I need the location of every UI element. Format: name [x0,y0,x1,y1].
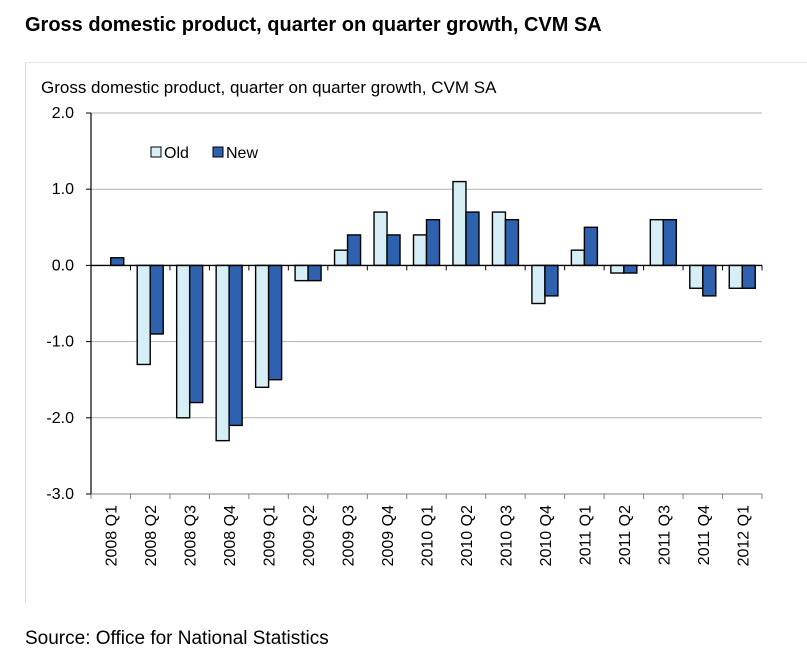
bar-old [333,249,349,267]
bar-new [425,218,441,267]
bar-old [610,264,625,274]
y-tick-label: 2.0 [52,105,74,122]
legend-label-old: Old [164,145,189,162]
bar-old [452,180,467,267]
bar-new [307,264,322,282]
x-tick-label: 2010 Q2 [459,505,476,566]
bar-new [228,264,243,427]
bar-new [662,218,678,267]
x-tick-label: 2008 Q4 [222,505,239,566]
bar-old [175,264,191,419]
bars [110,180,756,442]
x-tick-label: 2009 Q4 [380,505,397,566]
x-tick-label: 2010 Q4 [538,505,555,566]
bar-new [702,264,717,297]
chart-frame [25,62,807,603]
x-tick-label: 2010 Q1 [420,505,437,566]
legend-label-new: New [226,145,258,162]
bar-new [110,257,125,267]
bar-new [504,218,520,267]
legend-swatch-old [150,146,162,158]
bar-old [254,264,270,389]
x-tick-label: 2009 Q2 [301,505,318,566]
x-tick-label: 2008 Q3 [183,505,200,566]
x-tick-label: 2012 Q1 [735,505,752,566]
bar-new [465,211,480,267]
y-tick-label: -3.0 [46,486,74,503]
source-note: Source: Office for National Statistics [25,628,329,649]
bar-new [741,264,756,289]
bar-new [583,226,599,267]
bar-old [570,249,586,267]
bar-old [689,264,704,289]
page-title: Gross domestic product, quarter on quart… [25,14,602,36]
bar-old [649,218,665,267]
bar-new [346,234,362,267]
bar-old [491,211,507,267]
y-axis-ticks: 2.0 1.0 0.0 -1.0 -2.0 -3.0 [46,105,91,503]
x-tick-label: 2009 Q3 [341,505,358,566]
chart-title: Gross domestic product, quarter on quart… [41,78,497,97]
x-tick-label: 2011 Q1 [577,505,594,565]
bar-old [531,264,546,305]
bar-old [373,211,388,267]
bar-old [136,264,151,366]
bar-new [188,264,204,404]
bar-new [386,234,401,267]
x-tick-label: 2011 Q2 [617,505,634,565]
bar-new [267,264,283,381]
legend: Old New [150,145,258,162]
legend-swatch-new [212,146,224,158]
y-tick-label: 1.0 [52,181,74,198]
y-tick-label: -2.0 [46,410,74,427]
x-axis-ticks: 2008 Q1 2008 Q2 2008 Q3 2008 Q4 2009 Q1 2009 … [104,505,753,566]
y-tick-label: 0.0 [52,257,74,274]
axes [90,113,763,499]
bar-old [215,264,230,442]
bar-new [149,264,164,335]
y-tick-label: -1.0 [46,334,74,351]
x-tick-label: 2011 Q3 [656,505,673,565]
bar-new [623,264,638,274]
bar-old [294,264,309,282]
bar-old [412,234,428,267]
x-tick-label: 2010 Q3 [498,505,515,566]
x-tick-label: 2008 Q2 [143,505,160,566]
bar-old [728,264,743,289]
x-tick-label: 2009 Q1 [262,505,279,566]
x-tick-label: 2011 Q4 [696,505,713,565]
bar-new [544,264,559,297]
x-tick-label: 2008 Q1 [104,505,121,566]
